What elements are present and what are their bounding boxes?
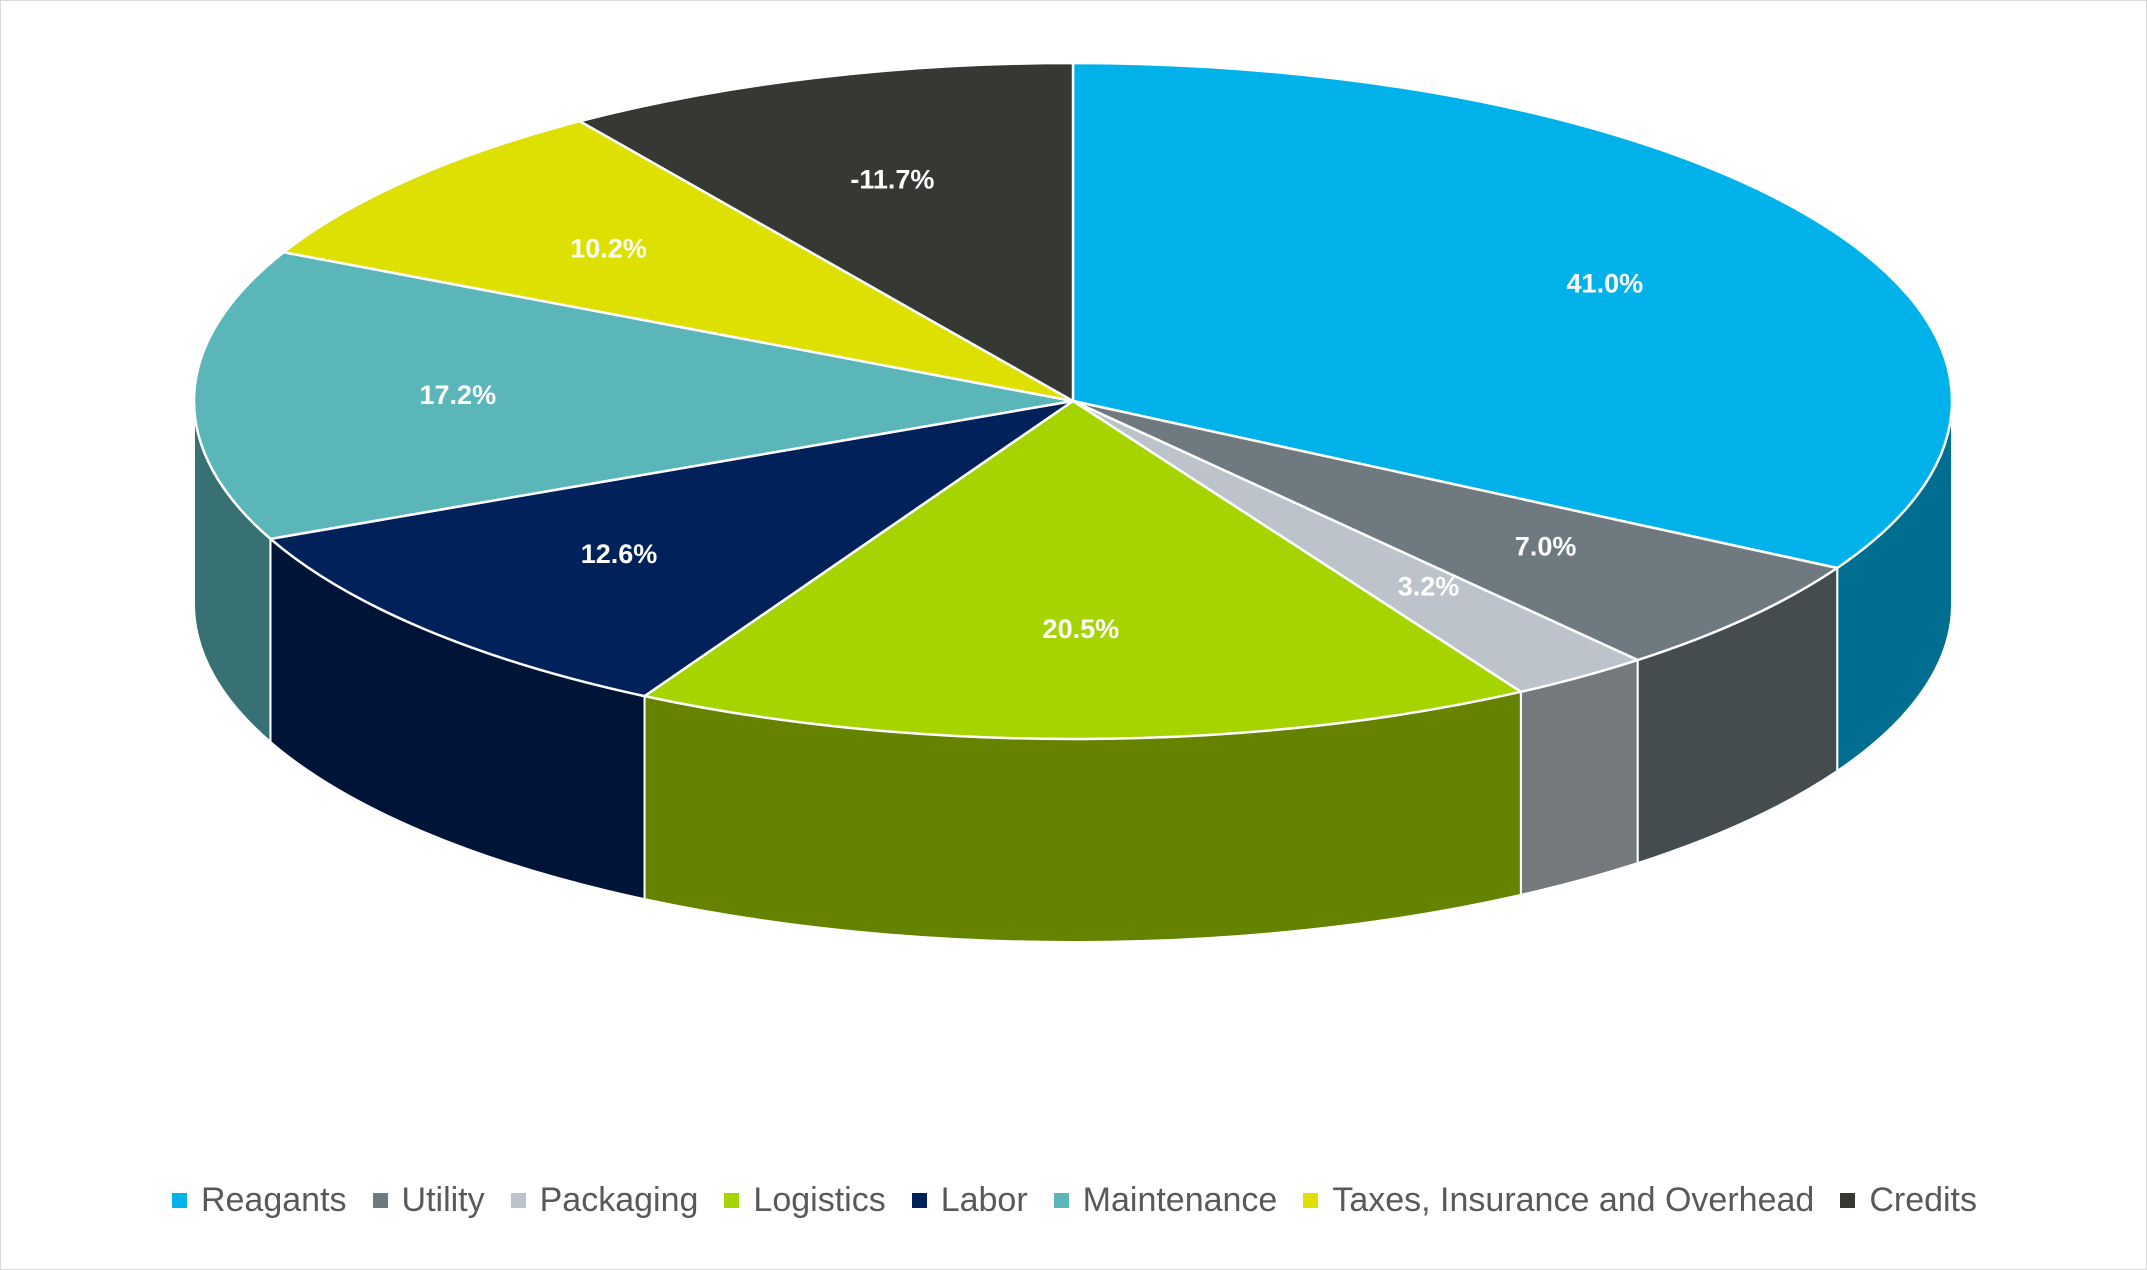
legend-item: Labor [911,1181,1028,1220]
legend-swatch [372,1193,388,1208]
data-label: 17.2% [420,380,497,410]
legend-swatch [1053,1193,1069,1208]
legend-label: Logistics [753,1181,886,1219]
legend-item: Maintenance [1053,1181,1278,1220]
data-label: -11.7% [850,164,934,194]
slice [643,399,1523,741]
legend-label: Credits [1869,1181,1978,1219]
legend-swatch [911,1193,927,1208]
slice-side [1519,658,1639,897]
legend-item: Taxes, Insurance and Overhead [1303,1181,1814,1220]
legend-item: Utility [372,1181,485,1220]
legend-label: Taxes, Insurance and Overhead [1332,1181,1815,1219]
legend-label: Maintenance [1082,1181,1278,1219]
legend-swatch [171,1193,187,1208]
legend-swatch [1840,1193,1856,1208]
slice [282,119,1075,403]
legend-swatch [1303,1193,1319,1208]
data-label: 3.2% [1398,572,1460,602]
slice [1071,399,1839,662]
legend-swatch [510,1193,526,1208]
legend-item: Credits [1840,1181,1977,1220]
slice [578,61,1075,403]
legend-item: Reagants [171,1181,347,1220]
legend-item: Packaging [510,1181,699,1220]
data-label: 12.6% [581,539,658,569]
slice [192,250,1075,541]
legend-swatch [724,1193,740,1208]
data-label: 20.5% [1043,614,1120,644]
legend-label: Utility [401,1181,485,1219]
legend-label: Labor [940,1181,1028,1219]
legend-label: Packaging [539,1181,699,1219]
data-label: 41.0% [1567,269,1644,299]
legend-item: Logistics [724,1181,886,1220]
legend-label: Reagants [200,1181,347,1219]
chart: 41.0% 7.0% 3.2% 20.5% 12.6% 17.2% 10.2% -11.7% [192,61,1954,943]
data-label: 7.0% [1515,531,1577,561]
data-label: 10.2% [570,233,647,263]
slice [1071,61,1954,570]
slice [269,399,1075,698]
legend: Reagants Utility Packaging Logistics Labor Ma… [1,1181,2147,1220]
